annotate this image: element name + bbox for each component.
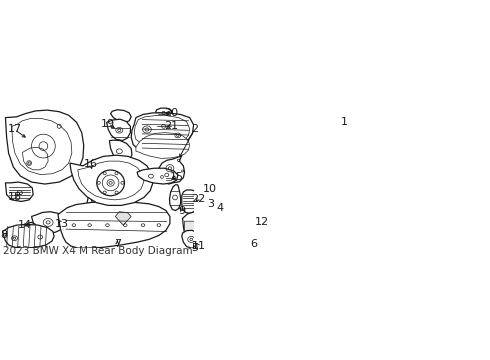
Polygon shape [134,116,190,148]
Polygon shape [183,212,222,246]
Text: 18: 18 [7,193,22,202]
Polygon shape [155,120,172,132]
Text: 10: 10 [203,184,217,194]
Polygon shape [58,202,170,248]
Polygon shape [185,221,195,242]
Text: 7: 7 [114,239,121,249]
Text: 20: 20 [165,108,178,118]
Polygon shape [12,118,72,175]
Text: 17: 17 [7,125,22,135]
Text: 2023 BMW X4 M Rear Body Diagram: 2023 BMW X4 M Rear Body Diagram [3,246,193,256]
Text: 3: 3 [207,199,214,209]
Polygon shape [199,195,211,204]
Polygon shape [197,184,208,192]
Polygon shape [170,185,181,211]
Polygon shape [158,155,185,183]
Polygon shape [23,147,48,170]
Text: 1: 1 [341,117,348,127]
Text: 16: 16 [84,159,98,169]
Polygon shape [111,110,131,122]
Polygon shape [182,230,200,248]
Text: 14: 14 [18,220,32,230]
Polygon shape [115,212,131,225]
Text: 12: 12 [255,217,269,228]
Polygon shape [5,110,84,184]
Polygon shape [136,132,190,158]
Text: 5: 5 [191,243,198,253]
Polygon shape [182,190,195,213]
Polygon shape [156,108,171,117]
Polygon shape [25,222,37,234]
Text: 22: 22 [191,194,205,204]
Text: 13: 13 [55,219,69,229]
Polygon shape [131,113,194,153]
Polygon shape [246,222,263,245]
Polygon shape [109,140,132,162]
Text: 15: 15 [170,172,184,182]
Text: 21: 21 [165,121,178,131]
Polygon shape [87,168,99,198]
Text: 9: 9 [178,206,185,216]
Polygon shape [107,119,130,140]
Polygon shape [216,203,228,212]
Polygon shape [205,204,264,249]
Text: 4: 4 [217,203,224,213]
Polygon shape [137,168,178,184]
Text: 19: 19 [101,118,115,129]
Polygon shape [165,174,172,184]
Polygon shape [5,182,33,202]
Text: 6: 6 [250,239,257,249]
Polygon shape [2,224,54,248]
Text: 11: 11 [192,241,205,251]
Polygon shape [31,212,65,233]
Text: 8: 8 [0,230,7,240]
Polygon shape [86,196,94,216]
Polygon shape [70,155,153,206]
Text: 2: 2 [191,125,198,135]
